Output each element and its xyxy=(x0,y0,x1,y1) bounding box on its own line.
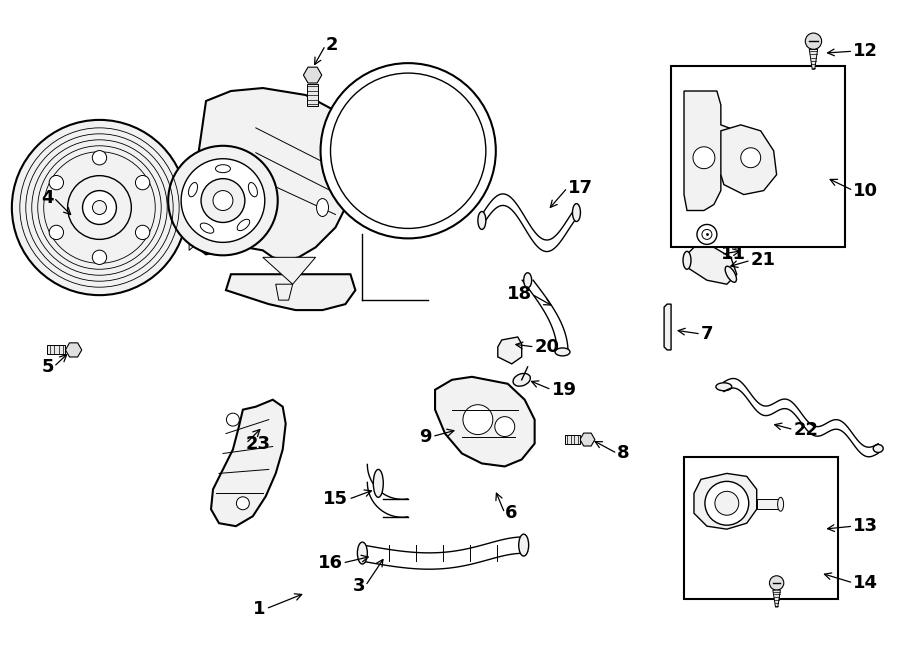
Text: 21: 21 xyxy=(751,252,776,269)
Circle shape xyxy=(12,120,187,295)
Text: 11: 11 xyxy=(721,246,746,263)
Text: 5: 5 xyxy=(41,358,54,376)
Polygon shape xyxy=(189,88,358,260)
Circle shape xyxy=(181,159,265,242)
Ellipse shape xyxy=(778,497,784,511)
Circle shape xyxy=(463,404,493,434)
Ellipse shape xyxy=(238,219,249,230)
Polygon shape xyxy=(721,125,777,195)
Polygon shape xyxy=(687,248,737,284)
Polygon shape xyxy=(455,424,475,440)
Polygon shape xyxy=(694,473,757,529)
Text: 18: 18 xyxy=(507,285,532,303)
Polygon shape xyxy=(809,50,818,70)
Circle shape xyxy=(770,576,784,590)
Circle shape xyxy=(93,150,106,165)
Circle shape xyxy=(715,491,739,515)
Circle shape xyxy=(135,225,149,240)
Bar xyxy=(671,66,845,248)
Polygon shape xyxy=(580,433,595,446)
Ellipse shape xyxy=(716,383,732,391)
Text: 6: 6 xyxy=(505,504,518,522)
Ellipse shape xyxy=(248,183,257,197)
Text: 4: 4 xyxy=(41,189,54,207)
Text: 12: 12 xyxy=(853,42,878,60)
Text: 9: 9 xyxy=(419,428,432,446)
Ellipse shape xyxy=(873,444,883,453)
Ellipse shape xyxy=(201,223,214,233)
Ellipse shape xyxy=(725,266,736,282)
Text: 10: 10 xyxy=(853,181,878,199)
Polygon shape xyxy=(66,343,82,357)
Polygon shape xyxy=(684,91,753,211)
Circle shape xyxy=(213,191,233,211)
Text: 8: 8 xyxy=(617,444,630,463)
Text: 3: 3 xyxy=(353,577,365,595)
Text: 2: 2 xyxy=(326,36,338,54)
Ellipse shape xyxy=(215,165,230,173)
Polygon shape xyxy=(664,304,671,350)
Circle shape xyxy=(93,250,106,265)
Text: 7: 7 xyxy=(701,325,714,343)
Ellipse shape xyxy=(317,199,328,216)
Circle shape xyxy=(806,33,822,50)
Circle shape xyxy=(693,147,715,169)
Text: 19: 19 xyxy=(552,381,577,399)
Text: 13: 13 xyxy=(853,517,878,535)
Circle shape xyxy=(135,175,149,190)
Polygon shape xyxy=(275,284,292,300)
Circle shape xyxy=(50,175,64,190)
Ellipse shape xyxy=(188,183,197,197)
Text: 16: 16 xyxy=(318,554,343,572)
Text: 17: 17 xyxy=(568,179,592,197)
Ellipse shape xyxy=(518,534,528,556)
Polygon shape xyxy=(303,67,321,83)
Polygon shape xyxy=(757,499,780,509)
Ellipse shape xyxy=(374,469,383,497)
Circle shape xyxy=(495,416,515,436)
Polygon shape xyxy=(211,400,285,526)
Text: 15: 15 xyxy=(323,491,348,508)
Circle shape xyxy=(320,63,496,238)
Bar xyxy=(684,457,839,599)
Ellipse shape xyxy=(572,204,580,222)
Ellipse shape xyxy=(555,348,570,356)
Circle shape xyxy=(201,179,245,222)
Polygon shape xyxy=(263,258,316,284)
Polygon shape xyxy=(308,84,318,106)
Circle shape xyxy=(83,191,116,224)
Polygon shape xyxy=(773,590,780,607)
Circle shape xyxy=(93,201,106,214)
Circle shape xyxy=(237,496,249,510)
Polygon shape xyxy=(189,218,196,250)
Text: 23: 23 xyxy=(246,434,271,453)
Polygon shape xyxy=(435,377,535,467)
Ellipse shape xyxy=(524,273,532,288)
Polygon shape xyxy=(565,436,580,444)
Polygon shape xyxy=(48,346,66,354)
Ellipse shape xyxy=(357,542,367,564)
Text: 14: 14 xyxy=(853,574,878,592)
Text: 22: 22 xyxy=(794,420,819,439)
Polygon shape xyxy=(226,274,356,310)
Circle shape xyxy=(50,225,64,240)
Ellipse shape xyxy=(478,211,486,230)
Circle shape xyxy=(741,148,760,167)
Circle shape xyxy=(705,481,749,525)
Polygon shape xyxy=(498,337,522,364)
Ellipse shape xyxy=(513,373,530,386)
Text: 20: 20 xyxy=(535,338,560,356)
Circle shape xyxy=(68,175,131,240)
Circle shape xyxy=(227,413,239,426)
Text: 1: 1 xyxy=(253,600,266,618)
Ellipse shape xyxy=(683,252,691,269)
Circle shape xyxy=(168,146,278,256)
